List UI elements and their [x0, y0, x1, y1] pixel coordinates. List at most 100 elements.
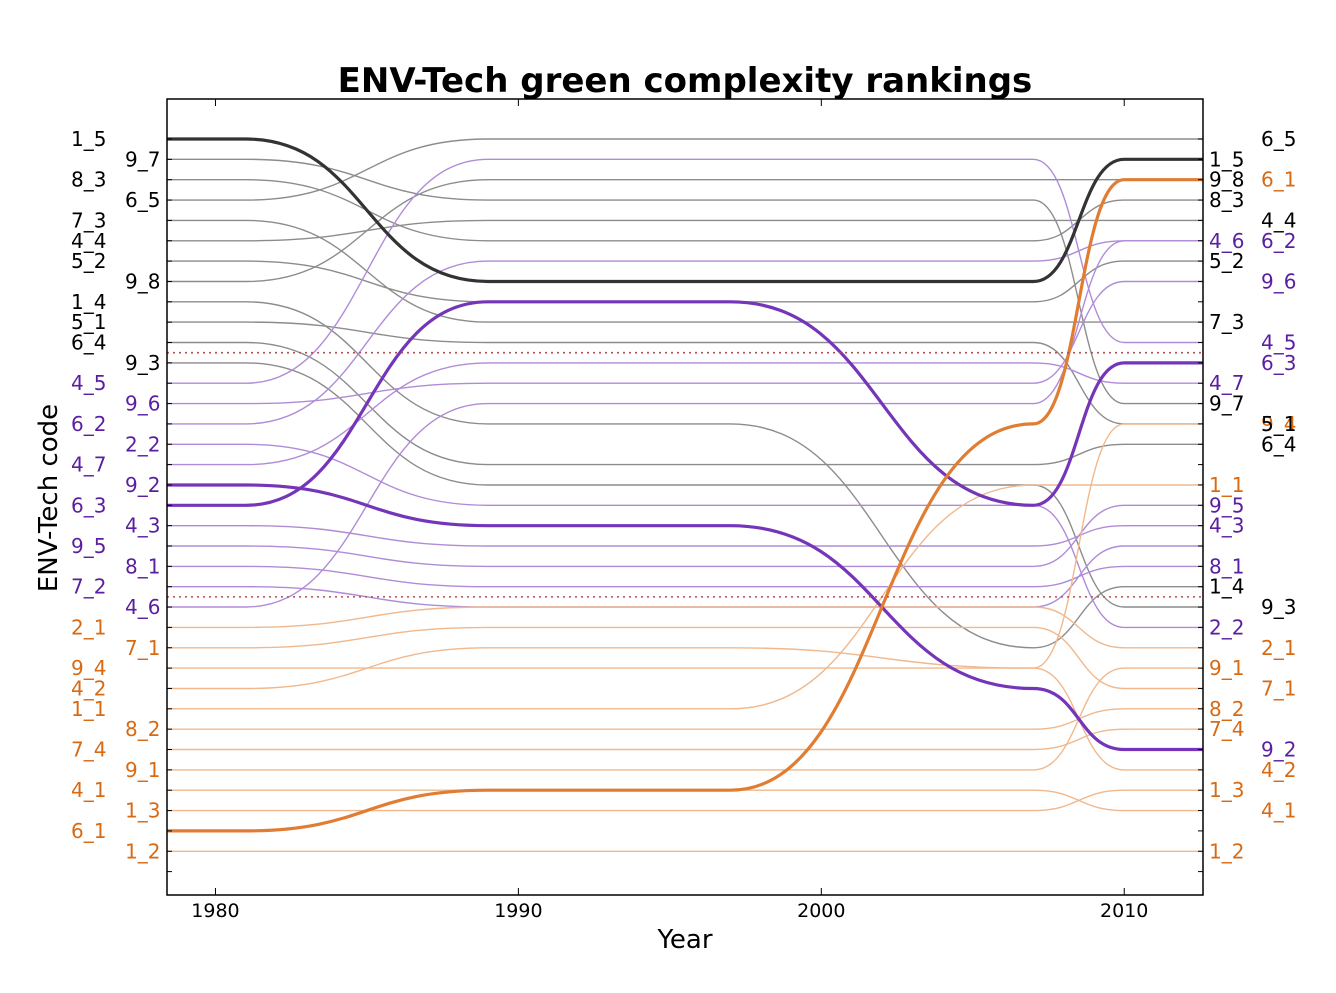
- code-label-8-2: 8_2: [1209, 697, 1244, 721]
- code-label-4-4: 4_4: [1261, 208, 1296, 232]
- x-tick-label-2010: 2010: [1100, 900, 1148, 922]
- code-label-7-4: 7_4: [1209, 717, 1244, 741]
- code-label-6-2: 6_2: [71, 412, 106, 436]
- series-line-5-1: [167, 321, 1203, 425]
- code-label-6-1: 6_1: [71, 819, 106, 843]
- code-label-8-3: 8_3: [1209, 188, 1244, 212]
- code-label-9-3: 9_3: [1261, 595, 1296, 619]
- series-line-4-3: [167, 525, 1203, 547]
- x-tick-label-2000: 2000: [797, 900, 845, 922]
- code-label-6-3: 6_3: [71, 493, 106, 517]
- code-label-9-3: 9_3: [125, 351, 160, 375]
- series-line-4-6: [167, 240, 1203, 608]
- series-line-6-5: [167, 138, 1203, 201]
- code-label-5-2: 5_2: [71, 249, 106, 273]
- series-lines: [167, 138, 1203, 852]
- highlight-lines: [167, 137, 1203, 833]
- chart-title: ENV-Tech green complexity rankings: [338, 61, 1033, 101]
- series-line-1-3: [167, 789, 1203, 812]
- code-label-2-1: 2_1: [1261, 636, 1296, 660]
- code-label-9-5: 9_5: [71, 534, 106, 558]
- code-label-4-3: 4_3: [125, 514, 160, 538]
- series-line-9-1: [167, 667, 1203, 771]
- series-line-7-3: [167, 219, 1203, 323]
- series-line-2-1: [167, 606, 1203, 649]
- series-line-4-7: [167, 362, 1203, 466]
- series-line-9-3: [167, 362, 1203, 608]
- code-label-7-1: 7_1: [125, 636, 160, 660]
- series-line-4-1: [167, 789, 1203, 812]
- code-label-4-1: 4_1: [71, 778, 106, 802]
- series-line-7-1: [167, 626, 1203, 690]
- code-label-1-3: 1_3: [1209, 778, 1244, 802]
- code-label-1-3: 1_3: [125, 799, 160, 823]
- code-label-1-4: 1_4: [1209, 575, 1244, 599]
- code-label-6-4: 6_4: [1261, 432, 1296, 456]
- code-label-1-1: 1_1: [71, 697, 106, 721]
- series-line-8-3: [167, 179, 1203, 242]
- code-label-6-1: 6_1: [1261, 168, 1296, 192]
- code-labels: 1_58_37_34_45_21_45_16_44_56_24_76_39_57…: [71, 127, 1296, 863]
- code-label-9-7: 9_7: [125, 147, 160, 171]
- series-line-4-4: [167, 219, 1203, 242]
- x-axis-label: Year: [656, 925, 712, 955]
- group-separators: [167, 351, 1203, 598]
- axes: 1980 1990 2000 2010: [166, 98, 1204, 922]
- code-label-9-2: 9_2: [125, 473, 160, 497]
- code-label-4-2: 4_2: [71, 676, 106, 700]
- code-label-9-2: 9_2: [1261, 738, 1296, 762]
- series-line-7-4: [167, 728, 1203, 751]
- code-label-6-5: 6_5: [1261, 127, 1296, 151]
- series-line-1-4: [167, 301, 1203, 649]
- x-tick-label-1980: 1980: [191, 900, 239, 922]
- code-label-1-4: 1_4: [71, 290, 106, 314]
- code-label-4-6: 4_6: [1209, 229, 1244, 253]
- code-label-9-4: 9_4: [1261, 412, 1296, 436]
- code-label-9-6: 9_6: [1261, 269, 1296, 293]
- code-label-4-4: 4_4: [71, 229, 106, 253]
- code-label-8-3: 8_3: [71, 168, 106, 192]
- series-line-1-1: [167, 484, 1203, 710]
- code-label-9-1: 9_1: [1209, 656, 1244, 680]
- code-label-6-3: 6_3: [1261, 351, 1296, 375]
- code-label-2-1: 2_1: [71, 615, 106, 639]
- code-label-6-4: 6_4: [71, 331, 106, 355]
- code-label-4-7: 4_7: [71, 453, 106, 477]
- code-label-9-5: 9_5: [1209, 493, 1244, 517]
- series-line-4-5: [167, 158, 1203, 384]
- code-label-4-6: 4_6: [125, 595, 160, 619]
- series-line-1-5: [167, 137, 1203, 284]
- series-line-9-8: [167, 179, 1203, 283]
- code-label-2-2: 2_2: [1209, 615, 1244, 639]
- code-label-7-2: 7_2: [71, 575, 106, 599]
- code-label-7-1: 7_1: [1261, 676, 1296, 700]
- series-line-7-2: [167, 545, 1203, 608]
- code-label-1-2: 1_2: [1209, 839, 1244, 863]
- code-label-9-8: 9_8: [125, 269, 160, 293]
- code-label-7-3: 7_3: [1209, 310, 1244, 334]
- code-label-4-1: 4_1: [1261, 799, 1296, 823]
- code-label-7-4: 7_4: [71, 738, 106, 762]
- code-label-9-6: 9_6: [125, 392, 160, 416]
- code-label-2-2: 2_2: [125, 432, 160, 456]
- series-line-6-4: [167, 341, 1203, 466]
- y-axis-label: ENV-Tech code: [34, 404, 64, 592]
- code-label-5-2: 5_2: [1209, 249, 1244, 273]
- code-label-6-2: 6_2: [1261, 229, 1296, 253]
- code-label-4-5: 4_5: [1261, 331, 1296, 355]
- code-label-1-1: 1_1: [1209, 473, 1244, 497]
- code-label-5-1: 5_1: [71, 310, 106, 334]
- series-line-9-2: [167, 483, 1203, 752]
- series-line-9-7: [167, 158, 1203, 405]
- series-line-9-5: [167, 504, 1203, 568]
- code-label-9-4: 9_4: [71, 656, 106, 680]
- series-line-9-6: [167, 280, 1203, 405]
- code-label-9-7: 9_7: [1209, 392, 1244, 416]
- code-label-1-2: 1_2: [125, 839, 160, 863]
- code-label-4-3: 4_3: [1209, 514, 1244, 538]
- code-label-5-1: 5_1: [1261, 412, 1296, 436]
- series-line-6-1: [167, 178, 1203, 833]
- code-label-4-7: 4_7: [1209, 371, 1244, 395]
- code-label-1-5: 1_5: [1209, 147, 1244, 171]
